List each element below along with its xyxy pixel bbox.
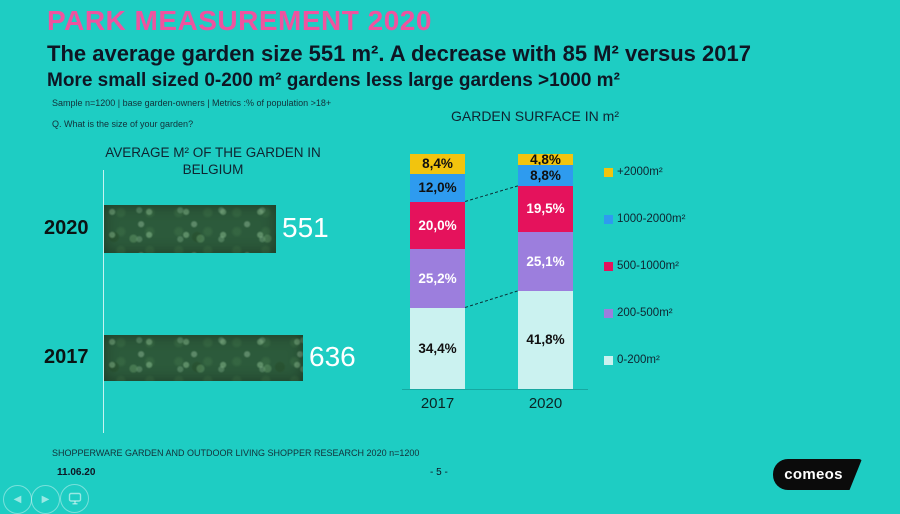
footer-source: SHOPPERWARE GARDEN AND OUTDOOR LIVING SH… [52,448,420,458]
surface-xlabel-2017: 2017 [420,395,455,412]
surface-chart-title: GARDEN SURFACE IN m² [450,108,619,124]
connector-line-500-1000 [465,185,519,202]
avg-bar-value-2017: 636 [309,341,356,372]
page-number: - 5 - [430,467,448,478]
footer-date: 11.06.20 [57,467,96,478]
average-chart-axis [103,170,104,433]
segment-label: 8,8% [530,167,561,183]
segment-label: 25,1% [526,253,565,269]
legend-label: +2000m² [617,166,663,178]
segment-label: 19,5% [526,201,565,217]
surface-chart-baseline [402,389,588,390]
comeos-logo: comeos [773,459,862,490]
prev-slide-button[interactable]: ◀ [3,485,32,514]
stack-column-2017: 8,4% 12,0% 20,0% 25,2% 34,4% [410,154,465,389]
survey-question: Q. What is the size of your garden? [52,119,194,129]
stack-column-2020: 4,8% 8,8% 19,5% 25,1% 41,8% [518,151,573,389]
avg-bar-label-2017: 2017 [44,346,89,368]
page-title: PARK MEASUREMENT 2020 [47,5,432,36]
legend-item-3: 200-500m² [604,307,685,319]
legend-swatch-icon [604,214,613,224]
avg-garden-bar-2020 [104,205,276,253]
surface-xlabel-2020: 2020 [528,395,563,412]
right-arrow-icon: ▶ [41,494,50,505]
stack-segment-2020-3: 25,1% [518,231,573,291]
segment-label: 12,0% [418,180,457,196]
connector-line-0-200 [465,290,518,308]
left-arrow-icon: ◀ [13,494,22,505]
legend-item-4: 0-200m² [604,354,685,366]
legend-swatch-icon [604,308,613,318]
stack-segment-2017-1: 12,0% [410,173,465,202]
legend-item-0: +2000m² [604,166,685,178]
legend-item-2: 500-1000m² [604,260,685,272]
legend-label: 500-1000m² [617,260,680,272]
legend-label: 200-500m² [617,307,673,319]
segment-label: 34,4% [418,340,457,356]
average-chart-title: AVERAGE M² OF THE GARDEN IN BELGIUM [105,145,321,177]
subtitle-average: The average garden size 551 m². A decrea… [47,41,751,66]
segment-label: 8,4% [422,156,453,172]
legend-swatch-icon [604,355,613,365]
legend-label: 1000-2000m² [617,213,686,225]
stack-segment-2017-3: 25,2% [410,248,465,309]
monitor-icon [68,492,82,505]
avg-garden-bar-2017 [104,335,303,381]
stack-segment-2020-0: 4,8% [518,151,573,167]
stack-segment-2020-2: 19,5% [518,185,573,232]
stack-segment-2017-4: 34,4% [410,308,465,389]
stack-segment-2020-1: 8,8% [518,165,573,186]
legend-swatch-icon [604,261,613,271]
presentation-mode-button[interactable] [60,484,89,513]
avg-bar-value-2020: 551 [282,212,329,243]
legend-item-1: 1000-2000m² [604,213,685,225]
avg-bar-label-2020: 2020 [44,217,89,239]
comeos-logo-text: comeos [784,466,843,483]
stack-segment-2020-4: 41,8% [518,290,573,389]
subtitle-trend: More small sized 0-200 m² gardens less l… [47,70,620,91]
legend: +2000m² 1000-2000m² 500-1000m² 200-500m² 0-2… [604,166,685,366]
segment-label: 20,0% [418,217,457,233]
stack-segment-2017-0: 8,4% [410,154,465,174]
segment-label: 25,2% [418,270,457,286]
legend-label: 0-200m² [617,354,660,366]
segment-label: 4,8% [530,151,561,167]
legend-swatch-icon [604,167,613,177]
next-slide-button[interactable]: ▶ [31,485,60,514]
segment-label: 41,8% [526,332,565,348]
sample-note: Sample n=1200 | base garden-owners | Met… [52,98,332,108]
stack-segment-2017-2: 20,0% [410,201,465,249]
